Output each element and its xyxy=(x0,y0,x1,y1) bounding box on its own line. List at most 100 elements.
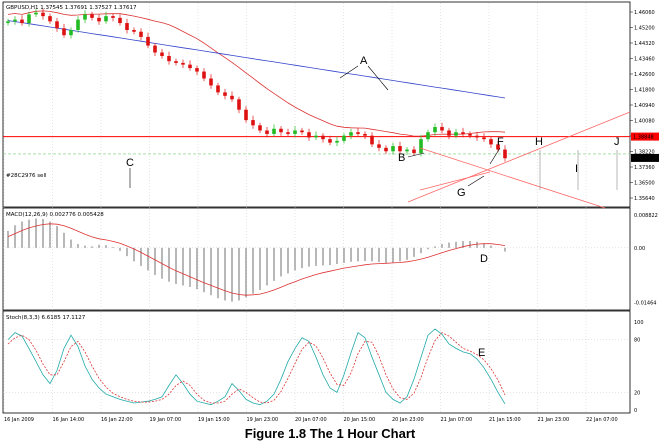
candle-body xyxy=(293,130,297,134)
annotation-g: G xyxy=(457,187,466,199)
order-price-tag-text: 1.38848 xyxy=(633,135,654,141)
candle-body xyxy=(482,137,486,140)
candle-body xyxy=(258,125,262,131)
annotation-i: I xyxy=(575,163,578,175)
candle-body xyxy=(125,23,129,30)
candle-body xyxy=(265,130,269,134)
candle-body xyxy=(160,52,164,56)
macd-axis: 0.008822 0.00 -0.01464 xyxy=(3,213,658,307)
candle-body xyxy=(55,21,59,29)
candle-body xyxy=(370,135,374,145)
time-tick-label: 21 Jan 15:00 xyxy=(489,417,521,423)
candle-body xyxy=(167,55,171,62)
candle-body xyxy=(62,28,66,36)
ma-red xyxy=(7,10,506,137)
candle-body xyxy=(83,14,87,20)
pointer-g xyxy=(467,175,485,187)
candle-body xyxy=(328,139,332,143)
pointer-b xyxy=(407,152,425,158)
macd-tick-label: -0.01464 xyxy=(634,301,656,307)
price-tick-label: 1.40940 xyxy=(634,103,655,109)
candle-body xyxy=(391,146,395,152)
candle-body xyxy=(90,14,94,18)
stoch-main-line xyxy=(7,328,506,406)
pointer-a1 xyxy=(339,65,359,79)
pointer-a2 xyxy=(367,65,389,91)
candle-body xyxy=(118,17,122,24)
stoch-axis: 100 80 20 0 xyxy=(3,320,644,414)
annotation-j: J xyxy=(614,136,620,148)
candle-body xyxy=(398,146,402,152)
annotation-a: A xyxy=(360,55,368,67)
annotation-h: H xyxy=(535,136,543,148)
price-tick-label: 1.40080 xyxy=(634,119,655,125)
candle-body xyxy=(412,149,416,154)
stoch-tick-label: 0 xyxy=(634,408,637,414)
candle-body xyxy=(419,139,423,154)
candle-body xyxy=(223,92,227,96)
candle-body xyxy=(202,71,206,79)
ma-blue xyxy=(7,20,506,99)
candle-body xyxy=(111,16,115,18)
candle-body xyxy=(405,149,409,152)
candle-body xyxy=(468,133,472,136)
candle-body xyxy=(503,149,507,159)
candle-body xyxy=(489,139,493,145)
candle-body xyxy=(97,17,101,22)
time-tick-label: 20 Jan 23:00 xyxy=(392,417,424,423)
time-tick-label: 16 Jan 2009 xyxy=(4,417,34,423)
candle-body xyxy=(251,120,255,126)
candle-body xyxy=(48,16,52,22)
candle-body xyxy=(279,128,283,133)
candle-body xyxy=(188,64,192,69)
price-title: GBPUSD,H1 1.37545 1.37691 1.37527 1.3761… xyxy=(6,5,137,11)
price-tick-label: 1.44320 xyxy=(634,41,655,47)
price-tick-label: 1.43460 xyxy=(634,57,655,63)
stoch-tick-label: 80 xyxy=(634,338,640,344)
price-tick-label: 1.46060 xyxy=(634,10,655,16)
order-label: #28C2976 sell xyxy=(6,173,47,179)
current-price-tag-text: 1.37617 xyxy=(633,156,654,162)
candle-body xyxy=(195,68,199,72)
candle-body xyxy=(321,135,325,140)
price-tick-label: 1.45200 xyxy=(634,26,655,32)
candle-body xyxy=(363,133,367,136)
time-tick-label: 16 Jan 22:00 xyxy=(101,417,133,423)
trendline-falling xyxy=(419,147,606,209)
candle-body xyxy=(433,127,437,133)
candle-body xyxy=(272,128,276,134)
pointer-f xyxy=(489,147,501,165)
candle-body xyxy=(153,45,157,53)
annotations: A B C F G H I J xyxy=(126,55,620,199)
candle-body xyxy=(454,132,458,136)
price-tick-label: 1.42600 xyxy=(634,72,655,78)
macd-title: MACD(12,26,9) 0.002776 0.005428 xyxy=(6,212,104,218)
candle-body xyxy=(356,132,360,134)
stoch-tick-label: 20 xyxy=(634,390,640,396)
candle-body xyxy=(230,95,234,100)
time-tick-label: 16 Jan 14:00 xyxy=(53,417,85,423)
candle-body xyxy=(237,99,241,110)
stoch-tick-label: 100 xyxy=(634,320,644,326)
time-tick-label: 20 Jan 15:00 xyxy=(344,417,376,423)
candle-body xyxy=(41,12,45,17)
price-tick-label: 1.41800 xyxy=(634,88,655,94)
candle-body xyxy=(174,61,178,63)
candle-body xyxy=(34,12,38,15)
candle-body xyxy=(244,109,248,121)
annotation-e: E xyxy=(478,347,485,359)
candle-body xyxy=(307,132,311,138)
candle-body xyxy=(475,135,479,138)
candle-body xyxy=(139,31,143,37)
macd-signal-line xyxy=(7,223,506,296)
time-tick-label: 19 Jan 07:00 xyxy=(150,417,182,423)
time-tick-label: 20 Jan 07:00 xyxy=(295,417,327,423)
time-tick-label: 19 Jan 23:00 xyxy=(247,417,279,423)
figure-caption: Figure 1.8 The 1 Hour Chart xyxy=(245,426,416,441)
trendlines xyxy=(407,111,631,209)
price-axis: 1.46060 1.45200 1.44320 1.43460 1.42600 1.418… xyxy=(630,10,655,202)
candles xyxy=(6,8,507,162)
candle-body xyxy=(27,14,31,24)
candle-body xyxy=(496,144,500,150)
candle-body xyxy=(76,19,80,30)
